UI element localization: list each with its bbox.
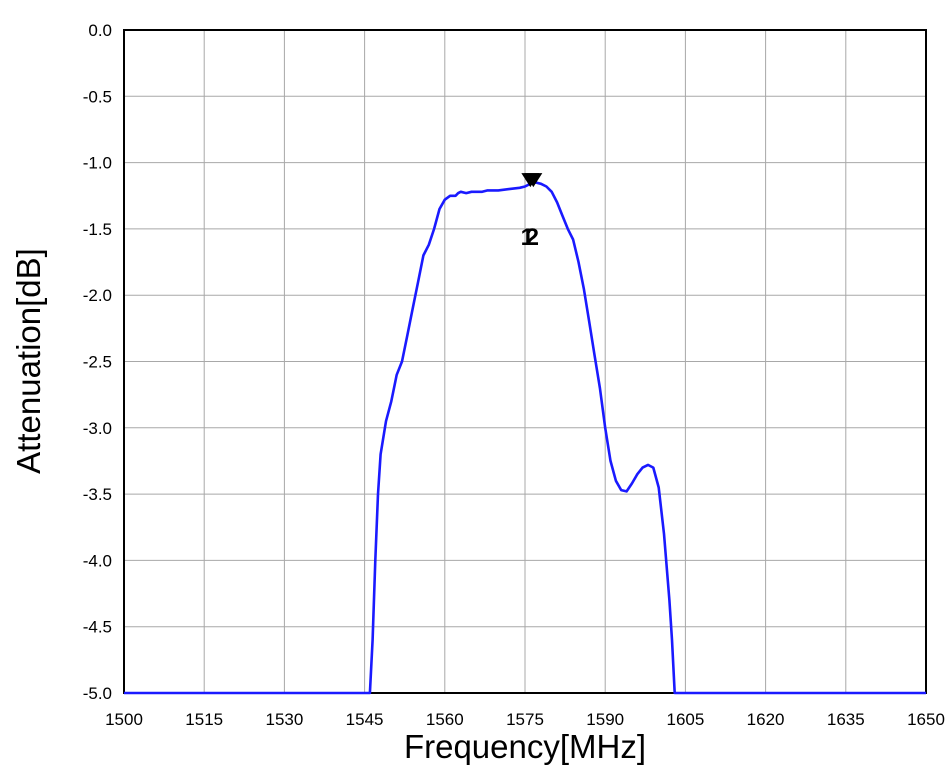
marker-triangle	[524, 173, 543, 188]
x-tick-label: 1545	[346, 710, 384, 729]
x-tick-label: 1560	[426, 710, 464, 729]
x-tick-label: 1515	[185, 710, 223, 729]
x-axis-title: Frequency[MHz]	[404, 728, 646, 765]
marker-label: 1	[521, 224, 534, 251]
y-tick-label: -0.5	[83, 87, 112, 106]
markers: 21	[521, 173, 543, 251]
x-tick-label: 1575	[506, 710, 544, 729]
x-tick-label: 1605	[666, 710, 704, 729]
x-tick-label: 1635	[827, 710, 865, 729]
y-tick-label: -4.5	[83, 618, 112, 637]
y-tick-label: -1.5	[83, 220, 112, 239]
y-tick-label: 0.0	[88, 21, 112, 40]
x-tick-label: 1530	[265, 710, 303, 729]
y-tick-label: -1.0	[83, 154, 112, 173]
plot-frame	[123, 29, 927, 694]
y-tick-label: -5.0	[83, 684, 112, 703]
x-tick-label: 1650	[907, 710, 945, 729]
y-tick-label: -2.5	[83, 353, 112, 372]
y-tick-label: -4.0	[83, 551, 112, 570]
x-tick-label: 1500	[105, 710, 143, 729]
x-tick-label: 1620	[747, 710, 785, 729]
y-tick-label: -3.0	[83, 419, 112, 438]
marker-label: 2	[526, 224, 539, 251]
y-axis-title: Attenuation[dB]	[10, 248, 47, 474]
x-tick-label: 1590	[586, 710, 624, 729]
y-tick-labels: 0.0 -0.5 -1.0 -1.5 -2.0 -2.5 -3.0 -3.5 -4.0 -4.5 -…	[83, 21, 112, 703]
y-tick-label: -2.0	[83, 286, 112, 305]
x-tick-labels: 1500 1515 1530 1545 1560 1575 1590 1605 1620 1635…	[105, 710, 945, 729]
y-tick-label: -3.5	[83, 485, 112, 504]
